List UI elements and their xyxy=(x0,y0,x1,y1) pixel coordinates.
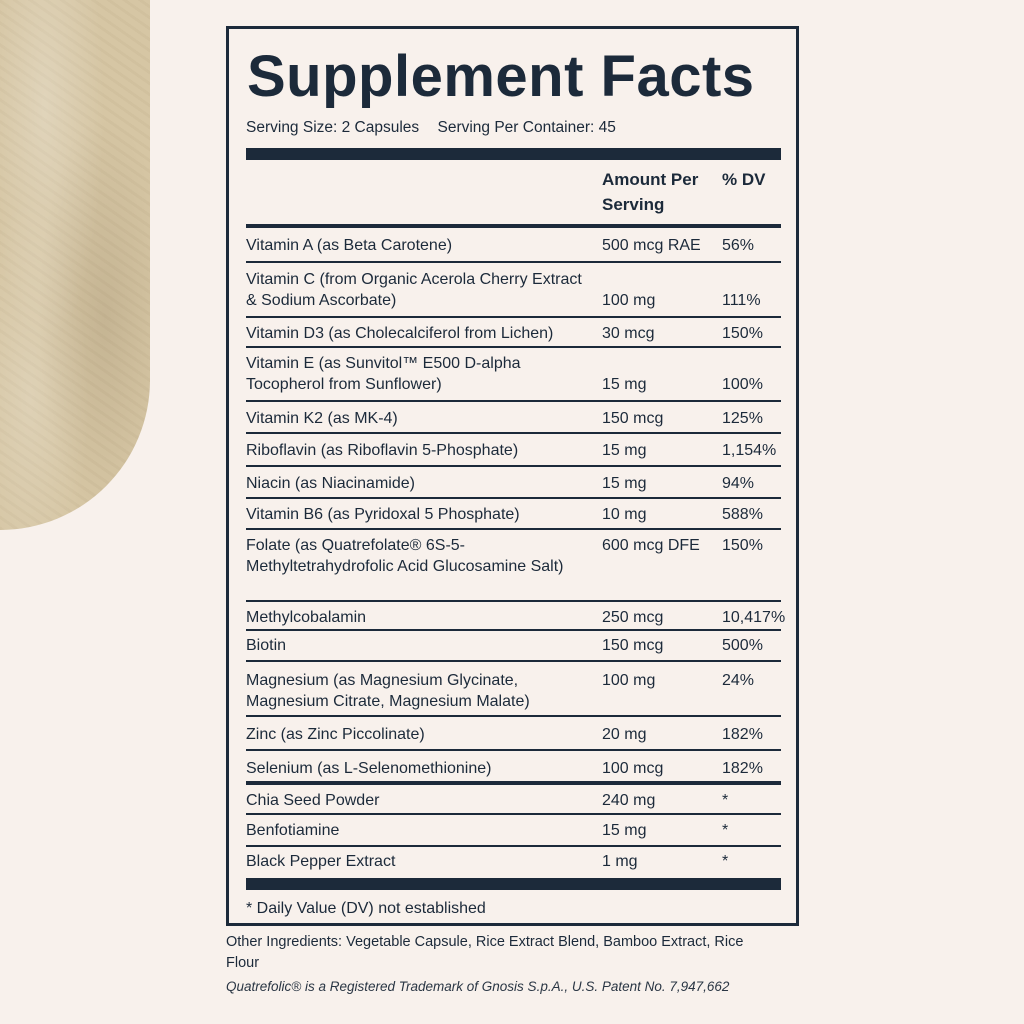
table-row: Vitamin A (as Beta Carotene) 500 mcg RAE 5… xyxy=(246,227,781,263)
nutrient-dv: 1,154% xyxy=(722,442,777,459)
nutrient-amount: 15 mg xyxy=(602,822,647,839)
table-row: Selenium (as L-Selenomethionine) 100 mcg 1… xyxy=(246,751,781,785)
table-row: Vitamin E (as Sunvitol™ E500 D-alpha Toc… xyxy=(246,348,781,402)
nutrient-amount: 100 mg xyxy=(602,292,656,309)
supplement-facts-panel: Supplement Facts Serving Size: 2 Capsule… xyxy=(226,26,799,926)
nutrient-dv: 150% xyxy=(722,325,763,342)
nutrient-amount: 100 mg xyxy=(602,672,656,689)
header-divider xyxy=(246,224,781,228)
nutrient-amount: 100 mcg xyxy=(602,760,664,777)
nutrient-dv: 588% xyxy=(722,506,763,523)
nutrient-dv: 56% xyxy=(722,237,755,254)
nutrient-amount: 15 mg xyxy=(602,376,647,393)
nutrient-amount: 600 mcg DFE xyxy=(602,537,700,554)
nutrient-name: Selenium (as L-Selenomethionine) xyxy=(246,760,492,777)
nutrient-dv: 182% xyxy=(722,726,763,743)
nutrient-dv: * xyxy=(722,853,729,870)
stone-texture-image xyxy=(0,0,150,530)
nutrient-name: Black Pepper Extract xyxy=(246,853,396,870)
nutrient-amount: 240 mg xyxy=(602,792,656,809)
page-title: Supplement Facts xyxy=(247,44,755,109)
nutrient-dv: 10,417% xyxy=(722,609,786,626)
top-divider xyxy=(246,148,781,160)
nutrient-amount: 20 mg xyxy=(602,726,647,743)
nutrient-name: Vitamin A (as Beta Carotene) xyxy=(246,237,453,254)
nutrient-name: Vitamin K2 (as MK-4) xyxy=(246,410,398,427)
nutrient-name: Folate (as Quatrefolate® 6S-5-Methyltetr… xyxy=(246,537,564,575)
nutrient-name: Vitamin E (as Sunvitol™ E500 D-alpha Toc… xyxy=(246,355,521,393)
nutrient-name: Vitamin D3 (as Cholecalciferol from Lich… xyxy=(246,325,554,342)
table-row: Riboflavin (as Riboflavin 5-Phosphate) 15… xyxy=(246,434,781,467)
table-row: Vitamin K2 (as MK-4) 150 mcg 125% xyxy=(246,402,781,434)
nutrient-amount: 150 mcg xyxy=(602,637,664,654)
nutrient-dv: 125% xyxy=(722,410,763,427)
nutrient-amount: 150 mcg xyxy=(602,410,664,427)
nutrient-dv: 94% xyxy=(722,475,755,492)
footnote: * Daily Value (DV) not established xyxy=(246,900,486,917)
table-row: Magnesium (as Magnesium Glycinate, Magne… xyxy=(246,662,781,717)
nutrient-amount: 500 mcg RAE xyxy=(602,237,701,254)
other-ingredients: Other Ingredients: Vegetable Capsule, Ri… xyxy=(226,934,744,971)
table-row: Chia Seed Powder 240 mg * xyxy=(246,785,781,815)
nutrient-dv: * xyxy=(722,822,729,839)
nutrient-name: Zinc (as Zinc Piccolinate) xyxy=(246,726,425,743)
nutrient-dv: 150% xyxy=(722,537,763,554)
nutrient-name: Vitamin B6 (as Pyridoxal 5 Phosphate) xyxy=(246,506,520,523)
bottom-divider xyxy=(246,878,781,890)
table-row: Benfotiamine 15 mg * xyxy=(246,815,781,847)
servings-per-container: Serving Per Container: 45 xyxy=(437,119,616,136)
nutrient-name: Magnesium (as Magnesium Glycinate, Magne… xyxy=(246,672,530,710)
nutrient-dv: 182% xyxy=(722,760,763,777)
nutrient-dv: 500% xyxy=(722,637,763,654)
serving-info: Serving Size: 2 Capsules Serving Per Con… xyxy=(246,119,630,137)
nutrient-name: Benfotiamine xyxy=(246,822,340,839)
nutrient-name: Methylcobalamin xyxy=(246,609,367,626)
nutrient-dv: 100% xyxy=(722,376,763,393)
nutrient-name: Niacin (as Niacinamide) xyxy=(246,475,415,492)
nutrient-table: Vitamin A (as Beta Carotene) 500 mcg RAE 5… xyxy=(246,227,785,876)
nutrient-name: Riboflavin (as Riboflavin 5-Phosphate) xyxy=(246,442,519,459)
table-row: Vitamin D3 (as Cholecalciferol from Lich… xyxy=(246,318,781,348)
nutrient-amount: 15 mg xyxy=(602,475,647,492)
nutrient-amount: 250 mcg xyxy=(602,609,664,626)
nutrient-amount: 30 mcg xyxy=(602,325,655,342)
serving-size: Serving Size: 2 Capsules xyxy=(246,119,420,136)
table-row: Vitamin C (from Organic Acerola Cherry E… xyxy=(246,263,781,318)
nutrient-name: Chia Seed Powder xyxy=(246,792,380,809)
nutrient-amount: 10 mg xyxy=(602,506,647,523)
table-row: Niacin (as Niacinamide) 15 mg 94% xyxy=(246,467,781,499)
dv-header: % DV xyxy=(722,170,766,189)
nutrient-dv: 24% xyxy=(722,672,755,689)
table-row: Folate (as Quatrefolate® 6S-5-Methyltetr… xyxy=(246,530,781,602)
nutrient-name: Vitamin C (from Organic Acerola Cherry E… xyxy=(246,271,582,309)
nutrient-dv: 111% xyxy=(722,292,761,309)
table-row: Methylcobalamin 250 mcg 10,417% xyxy=(246,602,785,631)
table-row: Black Pepper Extract 1 mg * xyxy=(246,847,781,876)
nutrient-name: Biotin xyxy=(246,637,287,654)
trademark-note: Quatrefolic® is a Registered Trademark o… xyxy=(226,979,730,994)
nutrient-amount: 15 mg xyxy=(602,442,647,459)
nutrient-amount: 1 mg xyxy=(602,853,638,870)
amount-header: Amount Per Serving xyxy=(602,170,699,214)
table-row: Zinc (as Zinc Piccolinate) 20 mg 182% xyxy=(246,717,781,751)
table-row: Vitamin B6 (as Pyridoxal 5 Phosphate) 10 … xyxy=(246,499,781,530)
nutrient-dv: * xyxy=(722,792,729,809)
table-row: Biotin 150 mcg 500% xyxy=(246,631,781,662)
